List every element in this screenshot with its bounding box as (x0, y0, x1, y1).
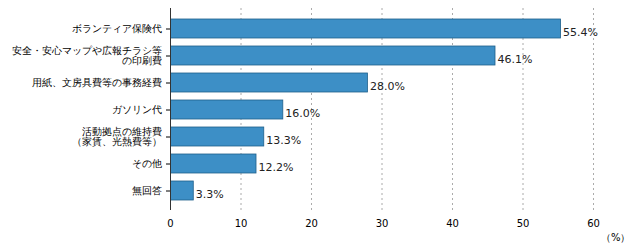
svg-text:その他: その他 (132, 158, 162, 169)
svg-text:無回答: 無回答 (132, 185, 162, 196)
svg-text:10: 10 (235, 218, 248, 229)
svg-text:46.1%: 46.1% (498, 53, 533, 66)
svg-text:13.3%: 13.3% (266, 134, 301, 147)
svg-text:16.0%: 16.0% (285, 107, 320, 120)
svg-text:3.3%: 3.3% (196, 188, 224, 201)
svg-text:用紙、文房具費等の事務経費: 用紙、文房具費等の事務経費 (32, 77, 162, 88)
svg-text:0: 0 (167, 218, 173, 229)
svg-text:55.4%: 55.4% (563, 26, 598, 39)
svg-text:ガソリン代: ガソリン代 (112, 104, 162, 115)
svg-text:30: 30 (376, 218, 389, 229)
svg-text:50: 50 (517, 218, 530, 229)
svg-text:12.2%: 12.2% (259, 161, 294, 174)
svg-text:安全・安心マップや広報チラシ等の印刷費: 安全・安心マップや広報チラシ等の印刷費 (12, 45, 162, 66)
svg-text:ボランティア保険代: ボランティア保険代 (72, 23, 162, 34)
svg-text:20: 20 (305, 218, 318, 229)
svg-text:（%）: （%） (601, 232, 631, 243)
svg-text:28.0%: 28.0% (370, 80, 405, 93)
svg-text:60: 60 (587, 218, 600, 229)
svg-text:40: 40 (446, 218, 459, 229)
svg-text:活動拠点の維持費（家賃、光熱費等）: 活動拠点の維持費（家賃、光熱費等） (72, 126, 162, 147)
